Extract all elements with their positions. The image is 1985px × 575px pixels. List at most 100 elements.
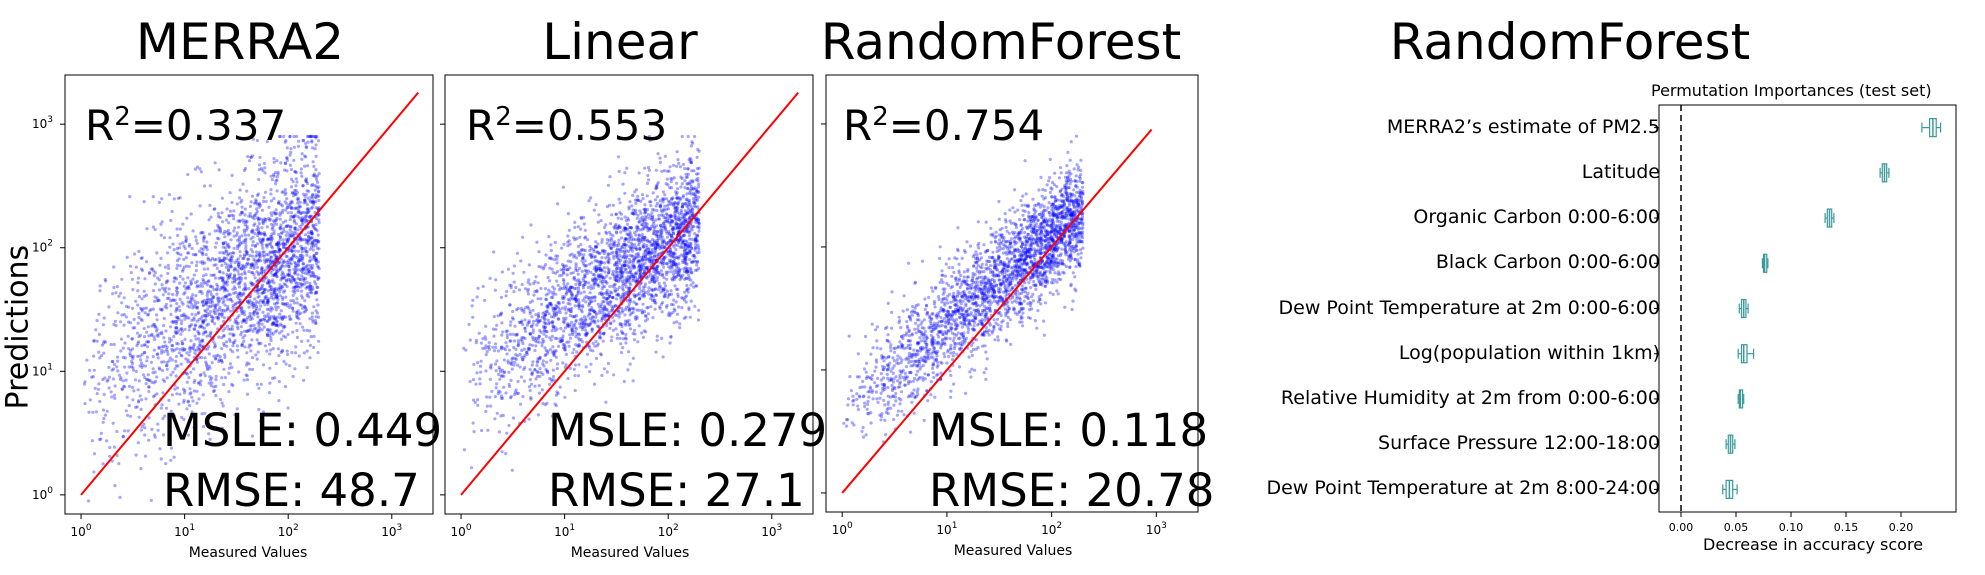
scatter-point [190,261,194,265]
scatter-point [555,362,560,366]
scatter-point [293,226,297,231]
scatter-point [292,253,296,257]
scatter-point [546,292,550,296]
scatter-point [183,246,187,251]
scatter-point [568,333,572,337]
scatter-point [291,254,295,258]
scatter-point [530,372,534,376]
scatter-point [147,385,151,389]
scatter-point [564,311,568,315]
scatter-point [120,313,124,317]
scatter-point [253,244,257,248]
scatter-point [627,257,632,261]
scatter-point [285,279,289,283]
scatter-point [599,291,603,295]
scatter-point [485,404,489,408]
scatter-point [168,356,172,360]
scatter-point [186,358,190,362]
scatter-point [211,296,215,300]
scatter-point [255,193,260,198]
scatter-point [285,156,289,160]
scatter-point [296,196,301,200]
scatter-point [577,300,581,304]
scatter-point [299,311,303,315]
scatter-point [305,208,309,212]
scatter-point [664,219,668,223]
scatter-point [201,237,206,241]
scatter-point [311,160,315,164]
scatter-point [113,396,117,400]
scatter-point [575,327,579,331]
scatter-point [188,325,192,329]
scatter-point [697,190,701,194]
scatter-point [254,306,258,310]
scatter-point [253,232,257,236]
scatter-point [300,157,304,161]
scatter-point [263,344,267,348]
scatter-point [281,242,285,246]
scatter-point [313,275,317,279]
scatter-point [549,256,553,260]
scatter-point [266,328,270,332]
scatter-point [202,281,206,285]
scatter-point [271,273,275,277]
scatter-point [201,393,205,397]
scatter-point [272,223,276,227]
scatter-point [137,249,141,253]
scatter-point [112,286,116,290]
scatter-point [297,205,301,209]
scatter-point [122,385,127,389]
scatter-point [495,411,499,415]
scatter-point [615,254,619,258]
scatter-point [177,351,181,355]
scatter-point [200,338,204,342]
scatter-point [274,323,279,327]
scatter-point [565,340,569,344]
scatter-point [510,367,514,371]
scatter-point [187,316,191,320]
scatter-point [293,260,297,265]
scatter-point [269,263,273,267]
scatter-point [316,277,320,282]
scatter-point [283,274,287,279]
scatter-point [681,162,686,167]
scatter-point [657,213,661,217]
scatter-point [171,370,175,374]
scatter-point [169,218,173,222]
scatter-point [314,258,318,263]
scatter-point [316,233,320,237]
scatter-point [293,271,297,275]
scatter-point [260,208,265,212]
scatter-point [661,287,666,291]
scatter-point [654,168,658,172]
scatter-point [574,318,578,322]
scatter-point [617,155,621,159]
scatter-point [257,294,261,298]
scatter-point [305,134,310,139]
scatter-point [281,295,285,300]
scatter-point [302,138,306,142]
scatter-point [281,326,286,330]
scatter-point [164,364,168,368]
scatter-point [524,287,528,291]
scatter-point [259,232,263,236]
scatter-point [681,240,685,244]
scatter-point [174,309,178,313]
scatter-point [502,371,506,375]
scatter-point [689,161,694,165]
scatter-point [233,266,237,271]
scatter-point [262,232,266,236]
scatter-point [575,256,579,260]
scatter-point [506,361,510,365]
scatter-point [595,250,599,254]
scatter-point [301,238,305,242]
scatter-point [174,331,178,335]
scatter-point [230,365,234,369]
scatter-point [275,323,279,327]
scatter-point [274,361,278,366]
scatter-point [292,244,296,248]
scatter-point [243,284,247,288]
scatter-point [233,287,237,291]
scatter-point [285,285,289,289]
scatter-point [280,276,284,280]
